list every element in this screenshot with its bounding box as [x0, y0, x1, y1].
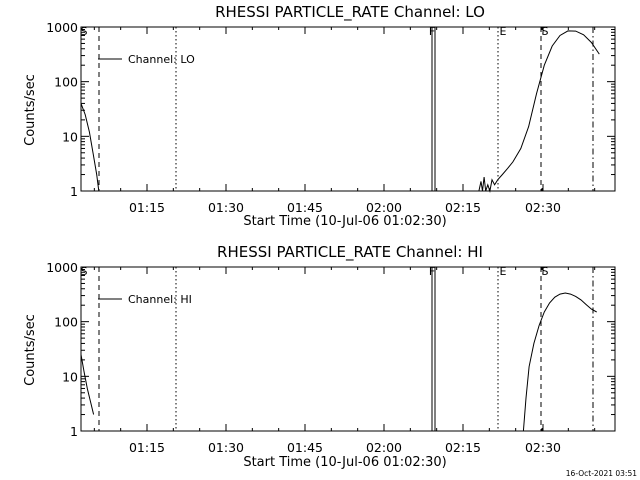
event-marker-label: S [542, 25, 549, 38]
legend-label: Channel: LO [128, 53, 195, 66]
chart-panel-lo: RHESSI PARTICLE_RATE Channel: LO 01:15 01… [23, 3, 616, 229]
y-tick-label: 1000 [46, 260, 78, 275]
y-tick-label: 10 [62, 369, 78, 384]
legend-label: Channel: HI [128, 293, 192, 306]
chart-title: RHESSI PARTICLE_RATE Channel: LO [215, 3, 485, 22]
x-tick-label: 01:45 [287, 440, 323, 455]
x-tick-label: 02:15 [445, 200, 481, 215]
event-marker-label: S [81, 25, 88, 38]
event-marker-label: F [429, 25, 435, 38]
x-tick-label: 02:30 [525, 440, 561, 455]
x-axis-label: Start Time (10-Jul-06 01:02:30) [243, 455, 446, 470]
series-line [478, 30, 600, 193]
y-tick-label: 10 [62, 129, 78, 144]
series-line [80, 354, 95, 415]
x-tick-label: 01:45 [287, 200, 323, 215]
event-marker-label: E [500, 265, 507, 278]
y-axis-label: Counts/sec [23, 74, 38, 146]
y-tick-label: 1000 [46, 20, 78, 35]
x-tick-label: 02:00 [366, 440, 402, 455]
plot-frame [80, 266, 616, 432]
x-tick-label: 02:00 [366, 200, 402, 215]
event-marker-label: F [429, 265, 435, 278]
y-tick-label: 100 [54, 315, 78, 330]
y-tick-label: 100 [54, 75, 78, 90]
x-tick-label: 02:15 [445, 440, 481, 455]
x-tick-label: 01:30 [208, 200, 244, 215]
y-axis-label: Counts/sec [23, 314, 38, 386]
chart-title: RHESSI PARTICLE_RATE Channel: HI [217, 243, 483, 262]
plot-frame [80, 26, 616, 192]
event-marker-label: S [542, 265, 549, 278]
series-line [80, 103, 100, 192]
x-tick-label: 01:30 [208, 440, 244, 455]
y-tick-label: 1 [70, 184, 78, 199]
x-axis-label: Start Time (10-Jul-06 01:02:30) [243, 214, 446, 229]
timestamp-stamp: 16-Oct-2021 03:51 [566, 469, 637, 478]
chart-panel-hi: RHESSI PARTICLE_RATE Channel: HI 01:15 01… [23, 243, 616, 470]
event-marker-label: S [81, 265, 88, 278]
x-tick-label: 01:15 [129, 440, 165, 455]
y-tick-label: 1 [70, 424, 78, 439]
x-tick-label: 01:15 [129, 200, 165, 215]
x-tick-label: 02:30 [525, 200, 561, 215]
series-line [522, 292, 597, 432]
event-marker-label: E [500, 25, 507, 38]
